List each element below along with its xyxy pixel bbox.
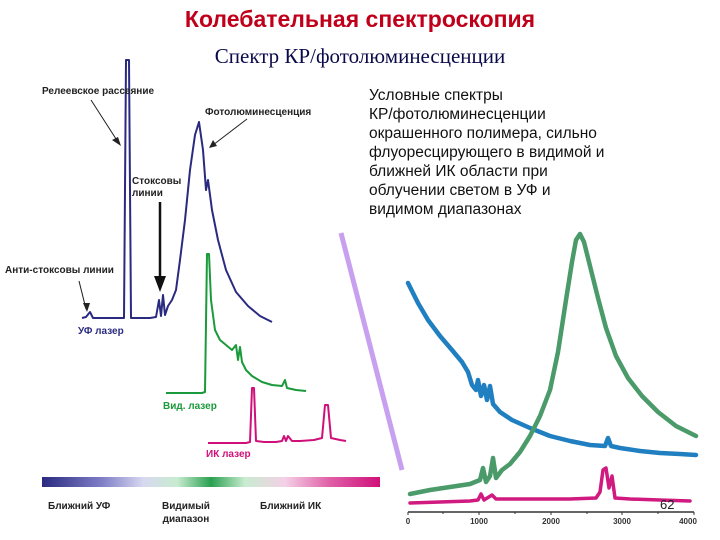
label-ir-laser: ИК лазер: [206, 449, 251, 460]
page-title: Колебательная спектроскопия: [184, 6, 536, 32]
x-tick-2000: 2000: [542, 517, 560, 526]
label-uv-laser: УФ лазер: [78, 326, 124, 337]
page-subtitle: Спектр КР/фотолюминесценции: [214, 44, 506, 68]
x-tick-0: 0: [406, 517, 411, 526]
diagonal-separator: [338, 232, 405, 471]
label-rayleigh: Релеевское рассеяние: [42, 86, 155, 97]
description-line-5: ближней ИК области при: [369, 163, 548, 180]
right-x-ticks: [407, 512, 695, 515]
region-near-ir: Ближний ИК: [260, 501, 322, 512]
spectrum-gradient-bar: [42, 477, 380, 487]
arrow-rayleigh-head: [112, 137, 121, 146]
x-tick-1000: 1000: [470, 517, 488, 526]
description-line-4: флуоресцирующего в видимой и: [369, 144, 605, 161]
arrow-pl-head: [209, 140, 217, 148]
ir-laser-spectrum: [208, 387, 347, 444]
uv-laser-spectrum: [81, 59, 273, 323]
x-tick-4000: 4000: [679, 517, 697, 526]
label-stokes-line2: линии: [132, 188, 163, 199]
label-anti-stokes: Анти-стоксовы линии: [5, 265, 114, 276]
region-visible: Видимый диапазон: [162, 500, 210, 526]
page-number: 62: [660, 497, 675, 512]
label-stokes: Стоксовы линии: [132, 176, 181, 200]
description-line-6: облучении светом в УФ и: [369, 182, 551, 199]
label-photoluminescence: Фотолюминесценция: [205, 107, 312, 118]
arrow-antistokes-head: [83, 303, 90, 312]
right-uv-curve: [405, 280, 699, 458]
label-stokes-line1: Стоксовы: [132, 176, 182, 187]
right-ir-curve: [408, 466, 692, 505]
region-near-uv: Ближний УФ: [48, 501, 111, 512]
description-line-3: окрашенного полимера, сильно: [369, 125, 597, 142]
description-line-1: Условные спектры: [369, 87, 503, 104]
right-visible-curve: [407, 231, 699, 497]
arrow-stokes-head: [154, 276, 166, 292]
region-visible-line2: диапазон: [162, 514, 210, 525]
label-visible-laser: Вид. лазер: [163, 401, 217, 412]
x-tick-3000: 3000: [613, 517, 631, 526]
visible-laser-spectrum: [166, 253, 307, 394]
region-visible-line1: Видимый: [162, 501, 210, 512]
description-line-7: видимом диапазонах: [369, 201, 522, 218]
description-line-2: КР/фотолюминесценции: [369, 106, 546, 123]
right-chart: 0 1000 2000 3000 4000: [405, 231, 699, 526]
description-text: Условные спектры КР/фотолюминесценции ок…: [369, 86, 699, 219]
